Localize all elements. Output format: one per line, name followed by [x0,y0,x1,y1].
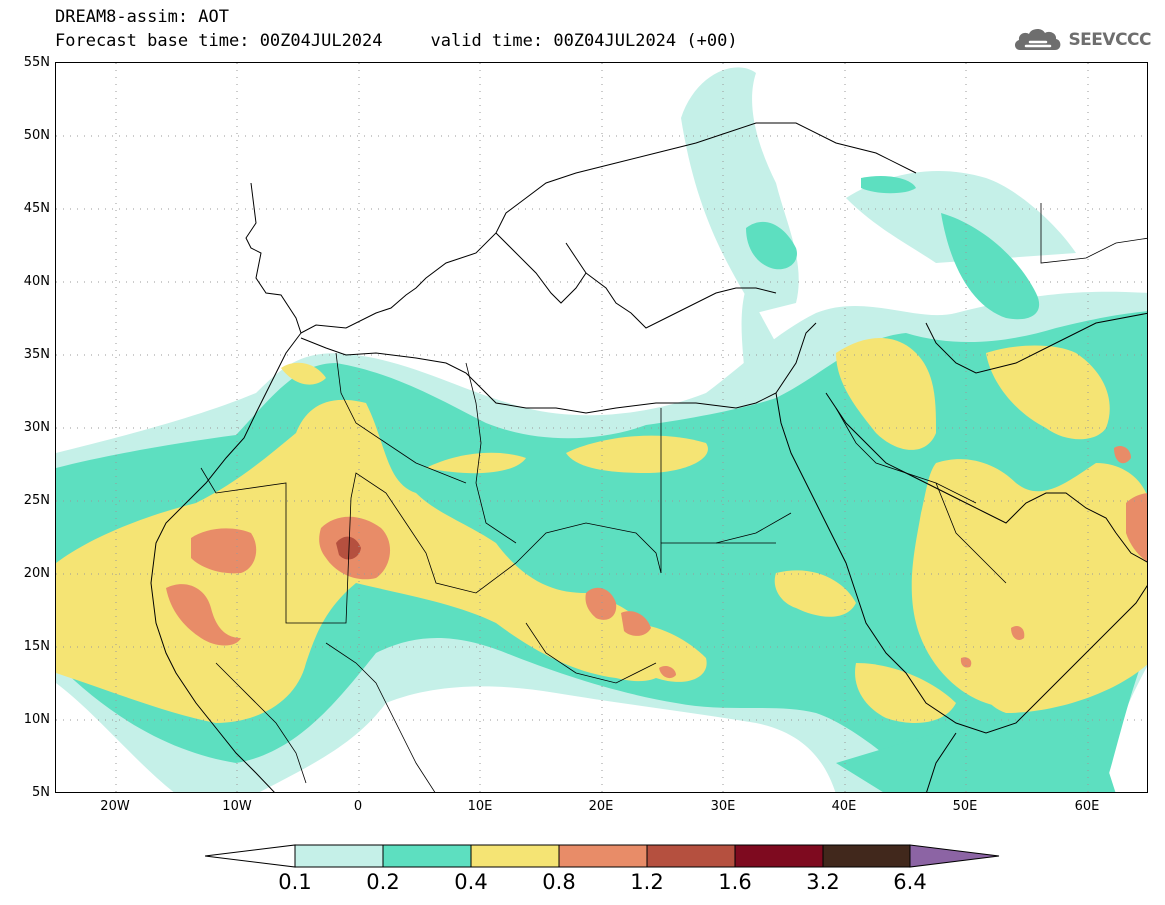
colorbar-label: 0.8 [542,870,576,894]
colorbar-segment [822,844,911,868]
lat-label: 35N [23,347,50,362]
lon-label: 30E [710,799,736,814]
colorbar-label: 3.2 [806,870,840,894]
base-time: Forecast base time: 00Z04JUL2024 [55,31,383,51]
lat-label: 55N [23,55,50,70]
lat-label: 5N [32,785,50,800]
colorbar-segment [470,844,560,868]
colorbar-lower-arrow [205,844,296,868]
chart-title: DREAM8-assim: AOT [55,7,229,27]
logo-text: SEEVCCC [1068,30,1151,50]
lat-label: 40N [23,274,50,289]
lat-label: 45N [23,201,50,216]
seevccc-logo: SEEVCCC [1012,26,1151,54]
colorbar-label: 0.1 [278,870,312,894]
lon-label: 10E [467,799,493,814]
colorbar-segment [382,844,472,868]
colorbar-label: 0.4 [454,870,488,894]
lat-label: 20N [23,566,50,581]
lat-label: 30N [23,420,50,435]
lat-label: 25N [23,493,50,508]
lon-label: 20W [100,799,130,814]
country-borders [200,203,1147,792]
colorbar-label: 1.2 [630,870,664,894]
cloud-icon [1015,28,1061,50]
lat-label: 50N [23,128,50,143]
colorbar-segment [558,844,648,868]
colorbar [205,844,1000,868]
lon-label: 60E [1074,799,1100,814]
aot-map-canvas [56,63,1147,792]
graticule [56,63,1147,792]
lat-label: 10N [23,712,50,727]
coastlines [150,122,1147,792]
lat-label: 15N [23,639,50,654]
lon-label: 40E [831,799,857,814]
colorbar-segment [734,844,824,868]
valid-time: valid time: 00Z04JUL2024 (+00) [430,31,738,51]
lon-label: 0 [353,799,363,814]
aot-map [55,62,1148,793]
time-info: Forecast base time: 00Z04JUL2024 valid ti… [55,31,738,51]
lon-label: 20E [588,799,614,814]
lon-label: 50E [952,799,978,814]
aot-band-1.2-1.6 [336,536,361,560]
colorbar-label: 6.4 [893,870,927,894]
lon-label: 10W [222,799,252,814]
colorbar-segment [646,844,736,868]
colorbar-upper-arrow [909,844,1000,868]
colorbar-label: 0.2 [366,870,400,894]
colorbar-segment [294,844,384,868]
colorbar-label: 1.6 [718,870,752,894]
